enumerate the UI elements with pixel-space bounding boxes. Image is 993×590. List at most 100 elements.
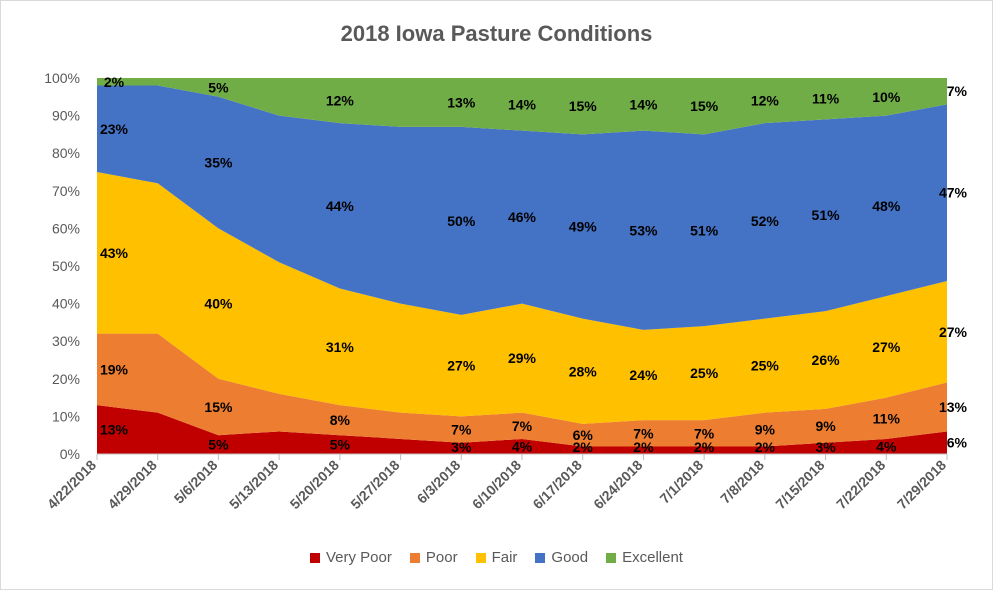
legend-swatch <box>535 552 546 563</box>
data-label: 23% <box>100 121 129 137</box>
data-label: 7% <box>694 425 715 441</box>
data-label: 51% <box>812 207 841 223</box>
data-label: 2% <box>633 439 654 455</box>
data-label: 9% <box>815 418 836 434</box>
legend-swatch <box>409 552 420 563</box>
area-fair <box>97 172 947 424</box>
data-label: 4% <box>876 438 897 454</box>
data-label: 9% <box>755 422 776 438</box>
legend-label: Good <box>551 549 589 566</box>
data-label: 26% <box>812 352 841 368</box>
data-label: 31% <box>326 339 355 355</box>
data-label: 2% <box>104 74 125 90</box>
data-label: 15% <box>569 98 598 114</box>
legend-label: Fair <box>491 549 518 566</box>
x-tick-label: 6/17/2018 <box>529 457 585 513</box>
data-label: 11% <box>812 91 840 107</box>
data-label: 25% <box>751 358 780 374</box>
data-label: 10% <box>872 89 901 105</box>
data-label: 27% <box>939 324 968 340</box>
data-label: 35% <box>204 155 233 171</box>
y-tick-label: 30% <box>52 333 80 349</box>
data-label: 11% <box>873 410 901 426</box>
data-label: 12% <box>326 93 355 109</box>
y-tick-label: 20% <box>52 371 80 387</box>
area-poor <box>97 333 947 447</box>
data-label: 5% <box>208 79 229 95</box>
data-label: 12% <box>751 93 780 109</box>
area-excellent <box>97 78 947 135</box>
data-label: 28% <box>569 363 598 379</box>
data-label: 2% <box>694 439 715 455</box>
data-label: 14% <box>508 96 537 112</box>
y-tick-label: 0% <box>60 446 80 462</box>
data-label: 14% <box>629 96 658 112</box>
chart-title: 2018 Iowa Pasture Conditions <box>340 21 653 46</box>
y-tick-label: 10% <box>52 408 80 424</box>
data-label: 3% <box>451 439 472 455</box>
x-tick-label: 4/22/2018 <box>44 457 100 513</box>
data-label: 5% <box>208 437 229 453</box>
y-tick-label: 90% <box>52 108 80 124</box>
data-label: 5% <box>330 437 351 453</box>
data-label: 44% <box>326 198 355 214</box>
data-label: 6% <box>947 435 968 451</box>
x-tick-label: 5/6/2018 <box>171 457 221 507</box>
legend-swatch <box>475 552 486 563</box>
legend-swatch <box>310 552 320 563</box>
data-label: 4% <box>512 438 533 454</box>
data-label: 27% <box>872 339 901 355</box>
data-label: 7% <box>633 425 654 441</box>
chart-legend: Very Poor Poor Fair Good Excellent <box>1 549 992 567</box>
data-label: 52% <box>751 213 780 229</box>
data-label: 43% <box>100 245 129 261</box>
legend-label: Very Poor <box>326 549 392 566</box>
data-label: 49% <box>569 219 598 235</box>
data-label: 8% <box>330 412 351 428</box>
data-label: 7% <box>451 422 472 438</box>
data-label: 13% <box>447 94 476 110</box>
x-tick-label: 7/1/2018 <box>656 457 706 507</box>
data-label: 2% <box>573 439 594 455</box>
x-tick-label: 7/8/2018 <box>717 457 767 507</box>
data-label: 53% <box>629 222 658 238</box>
data-label: 19% <box>100 361 129 377</box>
x-tick-label: 6/24/2018 <box>590 457 646 513</box>
data-label: 2% <box>755 439 776 455</box>
y-tick-label: 100% <box>44 70 80 86</box>
data-label: 7% <box>947 83 968 99</box>
y-tick-label: 60% <box>52 220 80 236</box>
data-label: 3% <box>815 439 836 455</box>
data-label: 15% <box>204 399 233 415</box>
area-good <box>97 85 947 330</box>
data-label: 13% <box>939 399 968 415</box>
data-label: 27% <box>447 358 476 374</box>
legend-item: Excellent <box>606 549 683 566</box>
legend-item: Poor <box>409 549 458 566</box>
x-tick-label: 6/10/2018 <box>469 457 525 513</box>
legend-label: Excellent <box>622 549 683 566</box>
data-label: 24% <box>629 367 658 383</box>
y-tick-label: 40% <box>52 296 80 312</box>
area-very-poor <box>97 405 947 454</box>
x-tick-label: 7/22/2018 <box>833 457 889 513</box>
x-tick-label: 5/20/2018 <box>287 457 343 513</box>
y-tick-label: 50% <box>52 258 80 274</box>
legend-swatch <box>606 552 617 563</box>
data-label: 51% <box>690 222 719 238</box>
data-label: 25% <box>690 365 719 381</box>
x-tick-label: 5/27/2018 <box>347 457 403 513</box>
y-tick-label: 70% <box>52 183 80 199</box>
data-label: 6% <box>573 427 594 443</box>
data-label: 15% <box>690 98 719 114</box>
legend-label: Poor <box>425 549 458 566</box>
x-tick-label: 4/29/2018 <box>104 457 160 513</box>
y-tick-label: 80% <box>52 145 80 161</box>
data-label: 7% <box>512 418 533 434</box>
data-label: 46% <box>508 209 537 225</box>
data-label: 29% <box>508 350 537 366</box>
data-label: 13% <box>100 422 129 438</box>
x-tick-label: 5/13/2018 <box>226 457 282 513</box>
